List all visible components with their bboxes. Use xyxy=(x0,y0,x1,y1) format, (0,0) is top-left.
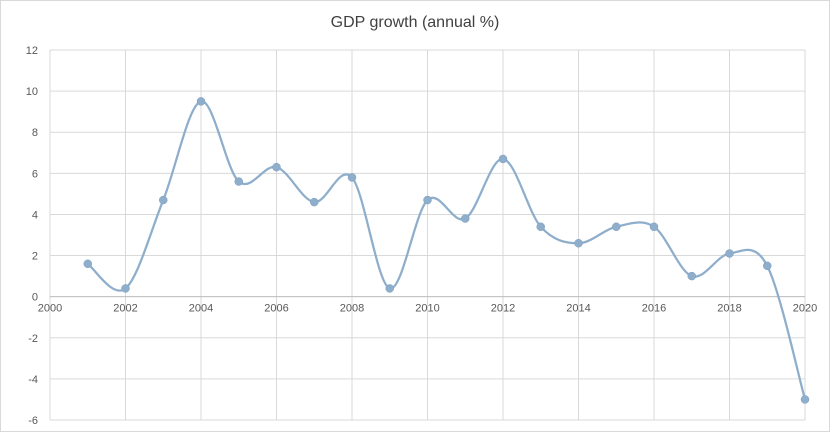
data-point xyxy=(461,214,470,223)
x-tick-label: 2012 xyxy=(491,303,515,315)
y-tick-label: 8 xyxy=(32,127,38,139)
y-tick-label: -2 xyxy=(28,333,38,345)
data-point xyxy=(159,195,168,205)
x-tick-label: 2014 xyxy=(566,303,590,315)
x-tick-label: 2016 xyxy=(642,303,666,315)
y-tick-label: 2 xyxy=(32,251,38,263)
x-tick-label: 2004 xyxy=(189,303,213,315)
data-point xyxy=(234,177,243,186)
data-point xyxy=(196,97,206,106)
data-point xyxy=(725,249,734,258)
x-tick-label: 2008 xyxy=(340,303,364,315)
data-point xyxy=(574,238,583,248)
data-point xyxy=(763,261,772,271)
chart-title: GDP growth (annual %) xyxy=(330,14,500,31)
y-tick-label: 10 xyxy=(26,86,38,98)
series-line xyxy=(87,100,807,400)
data-point xyxy=(649,222,659,232)
y-tick-label: 4 xyxy=(32,209,38,221)
y-tick-label: -4 xyxy=(28,374,38,386)
data-point xyxy=(83,259,92,269)
y-tick-labels: 12 10 8 6 4 2 0 -2 -4 -6 xyxy=(26,45,38,427)
data-point xyxy=(310,197,319,207)
data-point xyxy=(498,154,508,164)
data-point xyxy=(612,222,621,232)
y-tick-label: 6 xyxy=(32,168,38,180)
data-point xyxy=(272,162,281,172)
x-tick-label: 2006 xyxy=(264,303,288,315)
data-point xyxy=(536,222,545,232)
data-points xyxy=(83,97,810,404)
data-point xyxy=(687,271,696,281)
x-tick-label: 2000 xyxy=(38,303,62,315)
y-tick-label: -6 xyxy=(28,415,38,427)
x-tick-label: 2018 xyxy=(717,303,741,315)
x-tick-labels: 2000 2002 2004 2006 2008 2010 2012 2014 2016 2018… xyxy=(38,303,817,315)
y-tick-label: 0 xyxy=(32,292,38,304)
y-tick-label: 12 xyxy=(26,45,38,57)
x-tick-label: 2010 xyxy=(415,303,439,315)
data-point xyxy=(423,195,432,205)
data-point xyxy=(800,395,810,404)
data-point xyxy=(121,284,130,293)
x-tick-label: 2020 xyxy=(793,303,817,315)
x-tick-label: 2002 xyxy=(113,303,137,315)
data-point xyxy=(385,284,394,293)
grid-lines xyxy=(49,49,806,421)
data-point xyxy=(347,173,357,182)
